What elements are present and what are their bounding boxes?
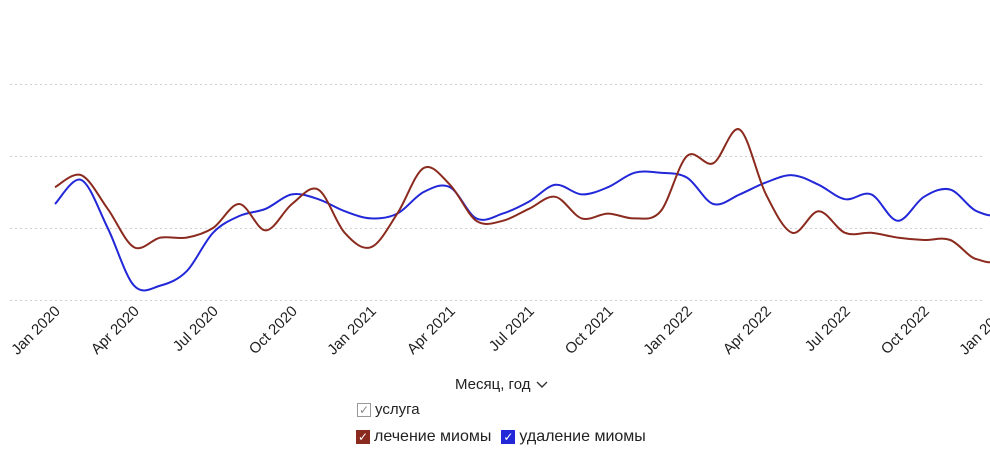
x-tick-label: Apr 2022 — [720, 303, 775, 358]
x-axis-title[interactable]: Месяц, год — [455, 376, 548, 393]
legend-title-text: услуга — [375, 401, 420, 418]
gridlines — [10, 84, 982, 301]
x-tick-label: Apr 2020 — [88, 303, 143, 358]
x-tick-label: Oct 2021 — [562, 303, 617, 358]
checkbox-icon[interactable]: ✓ — [501, 430, 516, 444]
x-axis-ticks: Jan 2020 Apr 2020 Jul 2020 Oct 2020 Jan 2021… — [8, 303, 990, 359]
x-axis-title-text: Месяц, год — [455, 376, 531, 393]
legend-label: лечение миомы — [374, 428, 492, 445]
legend-label: удаление миомы — [519, 428, 646, 445]
x-tick-label: Jan 2021 — [324, 303, 380, 359]
x-tick-label: Jul 2022 — [802, 303, 854, 355]
x-tick-label: Apr 2021 — [404, 303, 459, 358]
legend-item-removal[interactable]: ✓ удаление миомы — [501, 428, 646, 446]
series-line-treatment[interactable] — [54, 128, 990, 295]
x-tick-label: Oct 2022 — [878, 303, 933, 358]
legend-item-treatment[interactable]: ✓ лечение миомы — [356, 428, 491, 446]
x-tick-label: Jan 2020 — [8, 303, 64, 359]
chevron-down-icon — [536, 381, 548, 388]
x-tick-label: Oct 2020 — [246, 303, 301, 358]
x-tick-label: Jul 2020 — [170, 303, 222, 355]
checkbox-icon[interactable]: ✓ — [356, 430, 370, 444]
x-tick-label: Jan 2022 — [640, 303, 696, 359]
series-lines — [54, 19, 990, 295]
legend: ✓ лечение миомы ✓ удаление миомы — [356, 428, 646, 446]
legend-title[interactable]: ✓ услуга — [357, 401, 420, 418]
series-line-removal[interactable] — [54, 19, 990, 292]
checkbox-icon[interactable]: ✓ — [357, 402, 371, 417]
x-tick-label: Jan 2023 — [956, 303, 990, 359]
x-tick-label: Jul 2021 — [486, 303, 538, 355]
